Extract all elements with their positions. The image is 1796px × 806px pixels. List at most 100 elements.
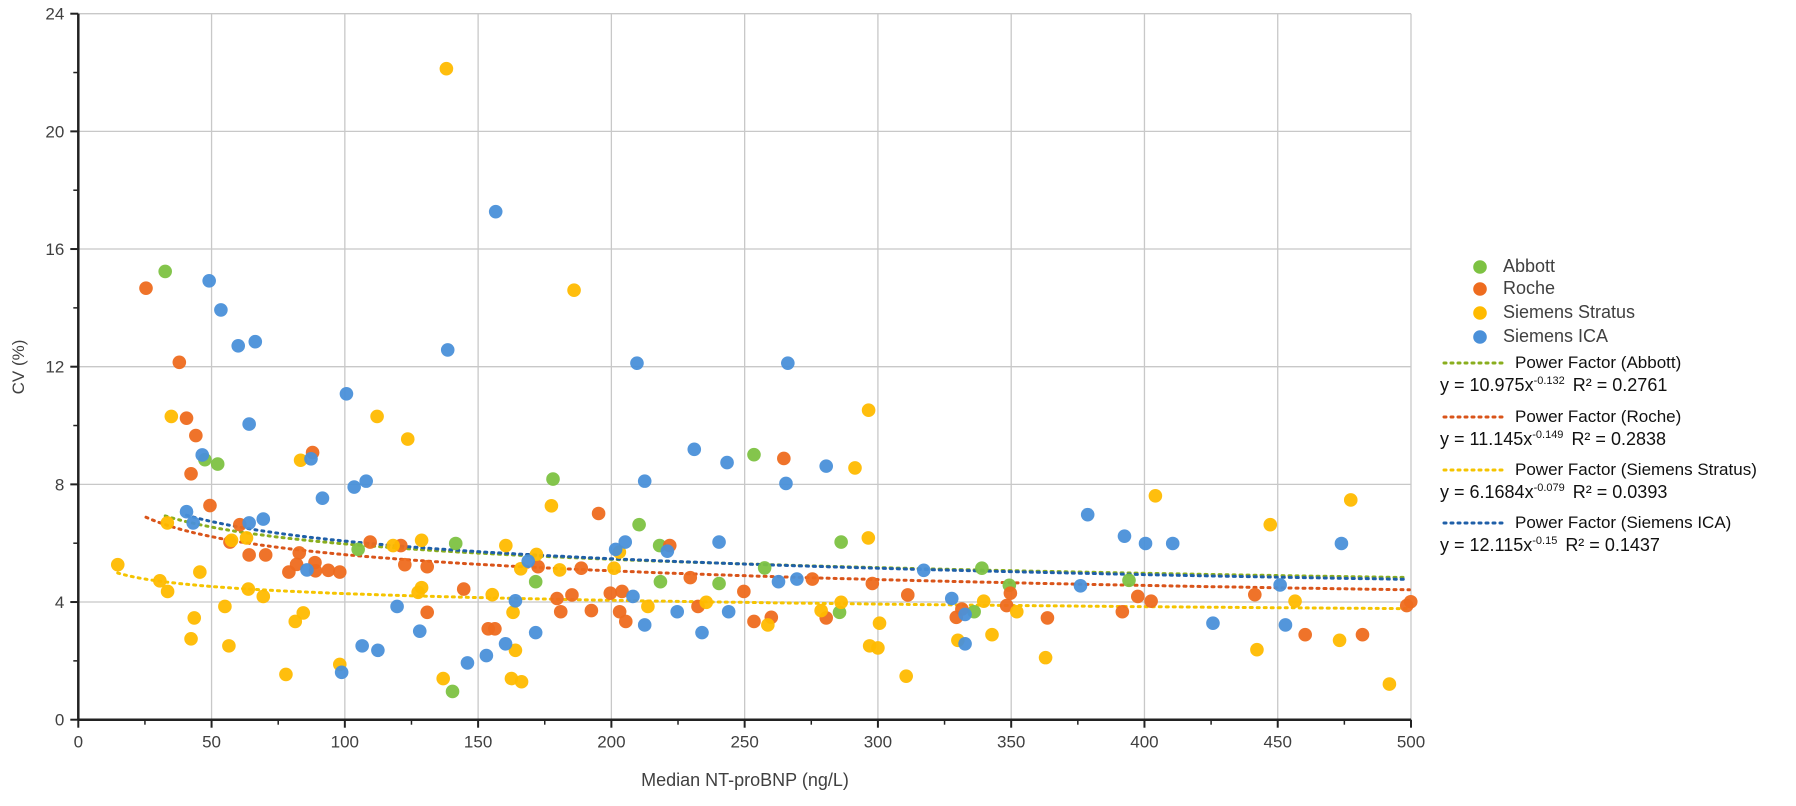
data-point-siemens-ica — [214, 303, 228, 317]
equation-base: y = 12.115x — [1440, 535, 1532, 555]
data-point-roche — [1040, 611, 1055, 625]
data-point-roche — [1003, 586, 1018, 601]
data-point-siemens-stratus — [414, 533, 429, 548]
data-point-roche — [618, 614, 633, 629]
data-point-roche — [584, 603, 599, 618]
data-point-siemens-ica — [771, 574, 786, 589]
data-point-siemens-stratus — [160, 516, 175, 530]
legend-marker-siemens-stratus — [1473, 306, 1487, 320]
data-point-siemens-stratus — [296, 606, 311, 620]
axes: 0 50 100 150 200 250 300 350 400 450 500 0 4 8 12 16 20 2… — [45, 5, 1425, 752]
data-point-siemens-ica — [721, 604, 736, 619]
data-point-siemens-stratus — [508, 643, 523, 658]
data-point-siemens-stratus — [288, 614, 303, 629]
legend-trend-equation: y = 11.145x-0.149 R² = 0.2838 — [1440, 429, 1666, 449]
equation-r-squared: R² = 0.0393 — [1573, 482, 1668, 502]
data-point-abbott — [747, 447, 761, 462]
data-point-siemens-ica — [944, 591, 959, 606]
data-point-abbott — [210, 457, 225, 471]
legend-marker-siemens-ica — [1473, 330, 1487, 344]
data-point-roche — [777, 451, 791, 466]
data-point-abbott — [653, 574, 668, 589]
data-point-siemens-stratus — [1332, 633, 1347, 648]
data-point-siemens-stratus — [1343, 493, 1358, 507]
data-point-siemens-ica — [712, 535, 726, 549]
legend-trend-label: Power Factor (Roche) — [1515, 407, 1681, 426]
data-point-siemens-ica — [618, 535, 633, 549]
data-points — [110, 61, 1418, 699]
legend-marker-abbott — [1473, 260, 1487, 274]
data-point-siemens-stratus — [193, 565, 207, 579]
equation-exponent: -0.15 — [1532, 535, 1557, 547]
data-point-siemens-stratus — [567, 283, 581, 298]
data-point-roche — [189, 428, 203, 443]
data-point-siemens-stratus — [499, 538, 513, 553]
data-point-siemens-ica — [670, 604, 685, 619]
data-point-siemens-ica — [521, 554, 536, 568]
data-point-siemens-ica — [637, 474, 652, 488]
data-point-siemens-stratus — [1009, 604, 1024, 619]
data-point-siemens-stratus — [514, 674, 529, 689]
data-point-abbott — [757, 561, 772, 575]
data-point-siemens-ica — [315, 491, 330, 505]
data-point-siemens-stratus — [400, 432, 415, 446]
x-tick-label: 50 — [202, 733, 221, 752]
equation-r-squared: R² = 0.2761 — [1573, 375, 1668, 395]
data-point-siemens-stratus — [848, 461, 862, 475]
data-point-siemens-ica — [916, 563, 931, 578]
data-point-siemens-stratus — [414, 580, 429, 595]
data-point-siemens-ica — [637, 618, 652, 632]
data-point-siemens-stratus — [370, 409, 384, 424]
data-point-siemens-stratus — [239, 531, 254, 545]
x-tick-label: 0 — [74, 733, 83, 752]
equation-exponent: -0.079 — [1534, 482, 1565, 494]
x-tick-label: 150 — [464, 733, 492, 752]
data-point-abbott — [834, 535, 848, 549]
data-point-abbott — [351, 542, 365, 557]
data-point-roche — [615, 584, 629, 599]
legend-marker-roche — [1473, 282, 1487, 296]
data-point-siemens-stratus — [153, 574, 167, 588]
data-point-siemens-ica — [390, 599, 404, 614]
data-point-siemens-ica — [231, 339, 246, 353]
equation-base: y = 11.145x — [1440, 429, 1532, 449]
data-point-siemens-ica — [334, 665, 349, 680]
data-point-siemens-stratus — [439, 61, 454, 76]
data-point-roche — [531, 559, 545, 574]
data-point-roche — [332, 565, 347, 579]
data-point-roche — [747, 614, 761, 629]
data-point-siemens-stratus — [834, 595, 848, 610]
data-point-siemens-stratus — [160, 584, 175, 599]
data-point-siemens-stratus — [872, 616, 887, 631]
x-tick-label: 350 — [997, 733, 1025, 752]
data-point-siemens-stratus — [224, 533, 239, 548]
data-point-roche — [172, 355, 187, 370]
data-point-roche — [900, 588, 915, 602]
data-point-abbott — [832, 605, 847, 620]
x-axis-title: Median NT-proBNP (ng/L) — [641, 770, 849, 790]
data-point-siemens-ica — [1080, 507, 1095, 522]
x-tick-label: 250 — [730, 733, 758, 752]
data-point-siemens-ica — [202, 274, 216, 288]
legend-label: Siemens ICA — [1503, 326, 1608, 346]
data-point-roche — [999, 598, 1014, 613]
data-point-siemens-ica — [359, 474, 373, 488]
data-point-roche — [550, 591, 564, 606]
equation-r-squared: R² = 0.1437 — [1565, 535, 1660, 555]
data-point-roche — [1144, 594, 1158, 608]
data-point-siemens-ica — [488, 204, 503, 219]
data-point-siemens-stratus — [1038, 650, 1053, 665]
data-point-siemens-ica — [1206, 616, 1220, 631]
data-point-abbott — [528, 574, 543, 589]
equation-exponent: -0.132 — [1534, 375, 1565, 387]
data-point-siemens-stratus — [506, 605, 520, 620]
data-point-siemens-ica — [958, 637, 972, 651]
data-point-siemens-ica — [687, 442, 702, 457]
equation-base: y = 10.975x — [1440, 375, 1534, 395]
data-point-siemens-stratus — [544, 499, 559, 513]
data-point-siemens-stratus — [1288, 594, 1302, 608]
data-point-siemens-ica — [355, 639, 369, 653]
data-point-roche — [612, 604, 627, 619]
y-tick-label: 8 — [55, 475, 64, 494]
data-point-siemens-ica — [790, 572, 804, 586]
